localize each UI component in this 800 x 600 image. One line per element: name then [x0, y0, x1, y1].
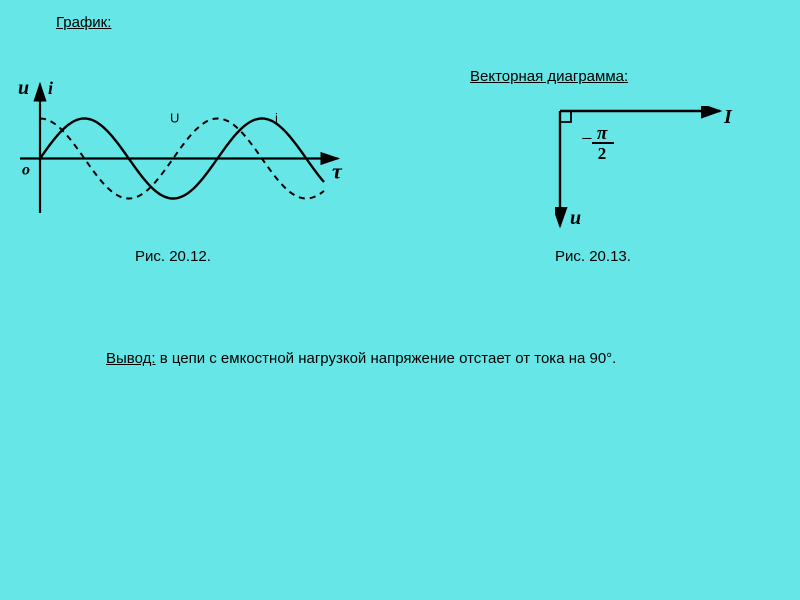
svg-text:о: о	[22, 162, 30, 179]
waveform-chart: uiоτUi	[10, 76, 350, 231]
svg-text:i: i	[48, 78, 53, 98]
heading-graph: График:	[56, 14, 111, 31]
svg-text:−: −	[580, 128, 594, 150]
conclusion-text: Вывод: в цепи с емкостной нагрузкой напр…	[106, 348, 696, 371]
svg-text:u: u	[18, 77, 29, 99]
vector-diagram: Iu −π2	[555, 106, 735, 236]
caption-right: Рис. 20.13.	[555, 248, 631, 265]
svg-text:i: i	[275, 111, 278, 126]
svg-text:u: u	[570, 207, 581, 229]
caption-left: Рис. 20.12.	[135, 248, 211, 265]
svg-text:I: I	[723, 106, 733, 128]
svg-text:2: 2	[598, 144, 607, 163]
svg-text:U: U	[170, 111, 179, 126]
svg-text:τ: τ	[332, 159, 343, 184]
heading-vector: Векторная диаграмма:	[470, 68, 628, 85]
svg-text:π: π	[597, 123, 608, 144]
